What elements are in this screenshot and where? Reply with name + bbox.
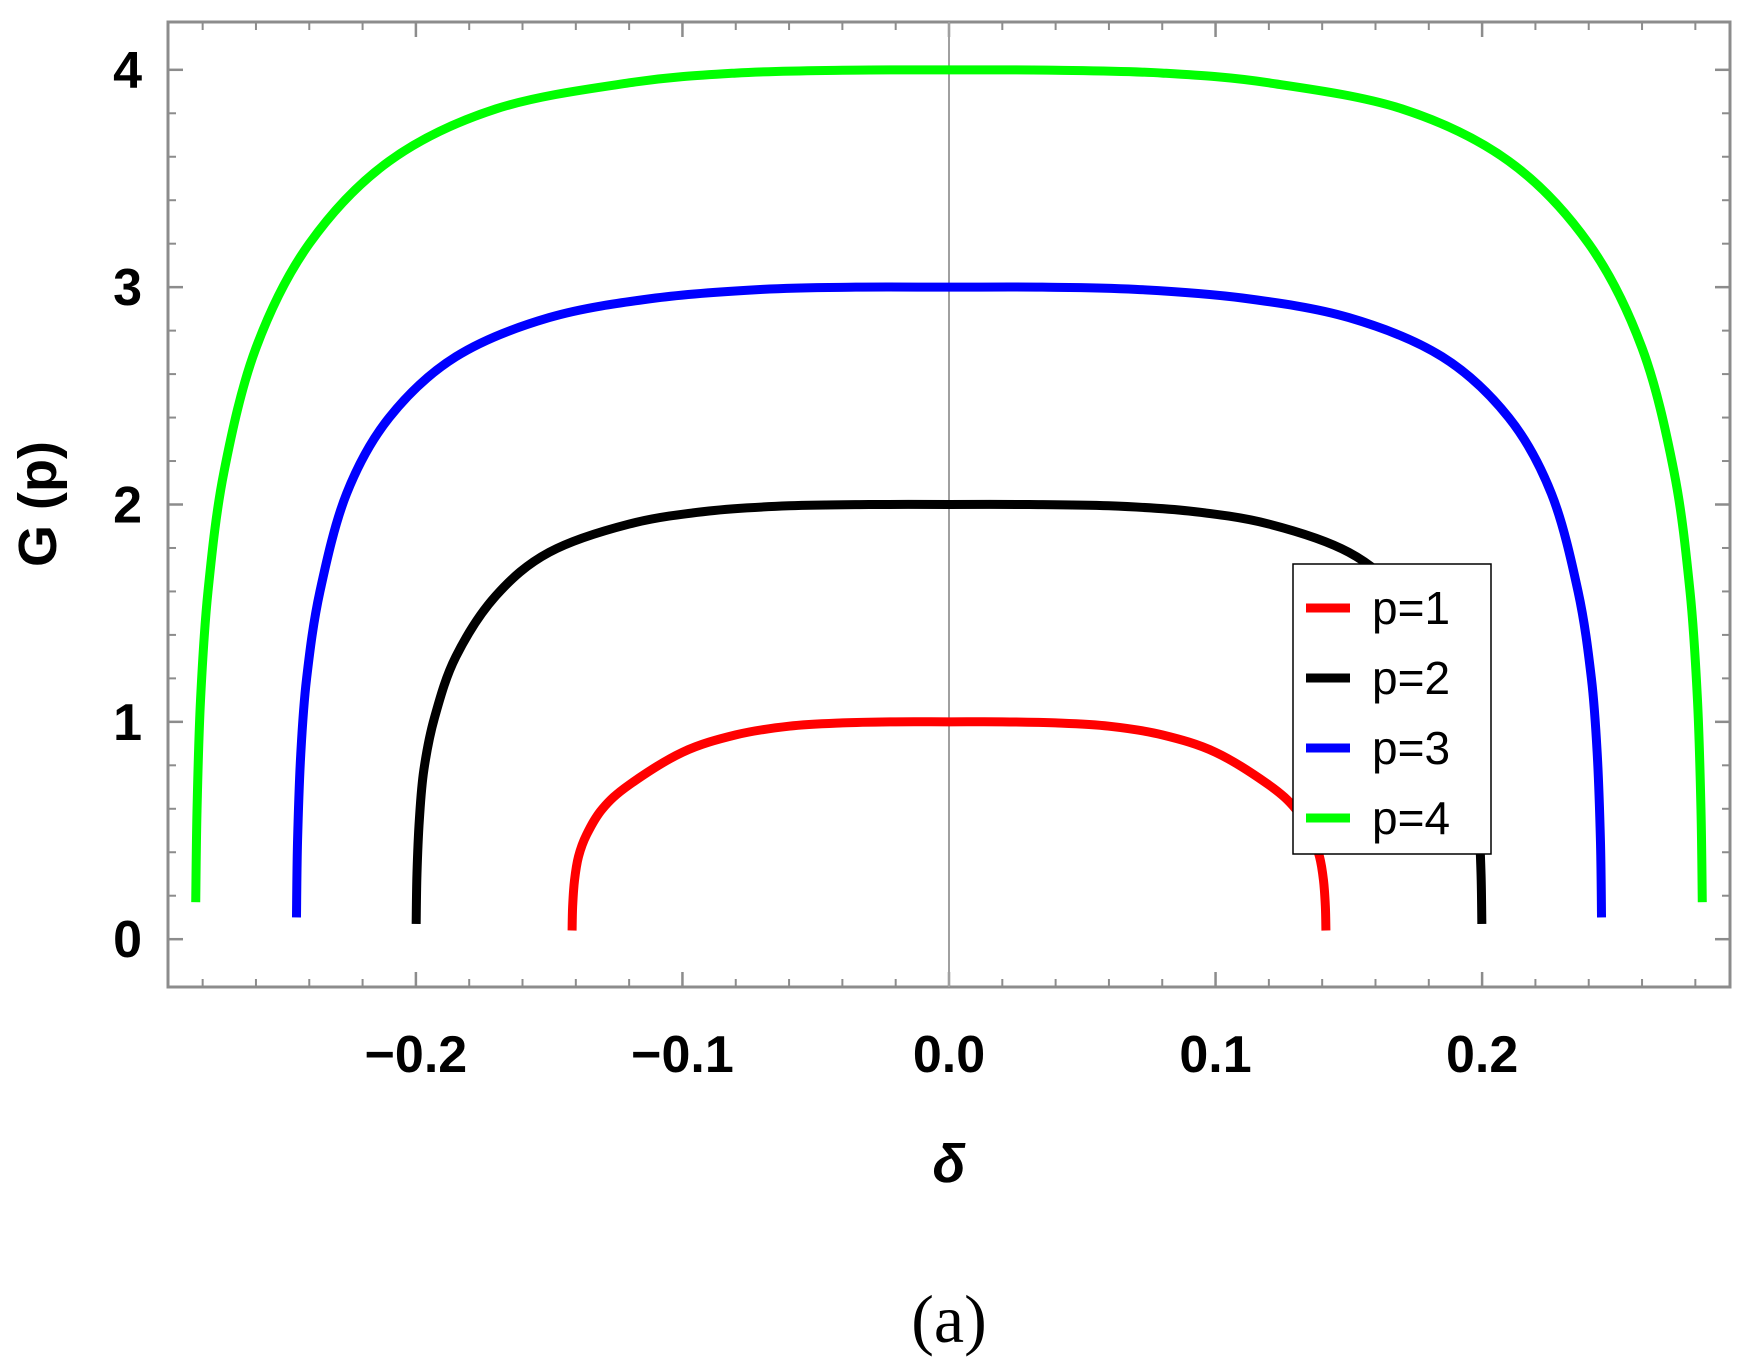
x-tick-label: 0.2 — [1446, 1026, 1518, 1084]
x-tick-label: −0.2 — [365, 1026, 468, 1084]
y-tick-label: 2 — [113, 477, 142, 535]
x-axis-title: δ — [933, 1134, 967, 1194]
legend-entries: p=1 p=2 p=3 p=4 — [1306, 582, 1450, 844]
x-tick-label: −0.1 — [631, 1026, 734, 1084]
y-tick-label: 0 — [113, 911, 142, 969]
x-tick-label: 0.1 — [1179, 1026, 1251, 1084]
y-tick-label: 1 — [113, 694, 142, 752]
y-axis-title: G (p) — [8, 441, 68, 567]
legend-label: p=4 — [1372, 792, 1450, 844]
y-tick-labels: 0 1 2 3 4 — [113, 42, 142, 969]
legend-label: p=3 — [1372, 722, 1450, 774]
legend-label: p=1 — [1372, 582, 1450, 634]
figure-caption: (a) — [911, 1281, 986, 1357]
y-tick-label: 4 — [113, 42, 142, 100]
major-ticks — [168, 22, 1730, 987]
x-tick-label: 0.0 — [913, 1026, 985, 1084]
x-tick-labels: −0.2 −0.1 0.0 0.1 0.2 — [365, 1026, 1519, 1084]
series-line-p=3 — [291, 282, 1607, 918]
minor-ticks — [168, 22, 1730, 987]
legend-label: p=2 — [1372, 652, 1450, 704]
y-tick-label: 3 — [113, 259, 142, 317]
legend: p=1 p=2 p=3 p=4 — [1292, 563, 1492, 855]
series-line-p=4 — [191, 65, 1707, 903]
